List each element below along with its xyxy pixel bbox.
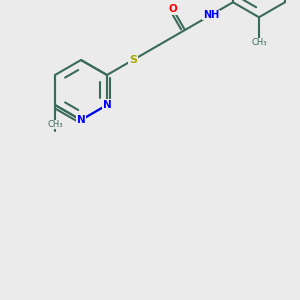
Text: S: S — [129, 55, 137, 65]
Text: O: O — [169, 4, 177, 14]
Text: N: N — [103, 100, 111, 110]
Text: N: N — [76, 115, 85, 125]
Text: CH₃: CH₃ — [47, 120, 63, 129]
Text: CH₃: CH₃ — [251, 38, 267, 47]
Text: NH: NH — [203, 10, 219, 20]
